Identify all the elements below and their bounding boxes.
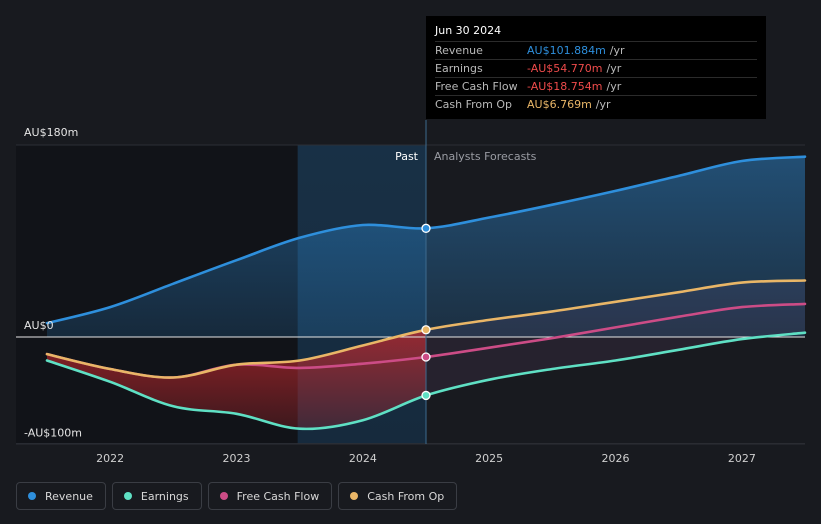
forecast-band	[426, 280, 805, 396]
tooltip-unit: /yr	[595, 98, 611, 111]
x-tick-label: 2026	[602, 452, 630, 465]
x-tick-label: 2024	[349, 452, 377, 465]
legend-item-free-cash-flow[interactable]: Free Cash Flow	[207, 482, 333, 510]
marker-free-cash-flow	[421, 352, 431, 362]
legend-item-earnings[interactable]: Earnings	[111, 482, 202, 510]
tooltip-value: -AU$18.754m	[527, 80, 603, 93]
tooltip-row-earnings: Earnings -AU$54.770m /yr	[435, 59, 757, 77]
x-tick-label: 2025	[475, 452, 503, 465]
tooltip-label: Revenue	[435, 44, 483, 57]
tooltip-value: -AU$54.770m	[527, 62, 603, 75]
legend-label: Cash From Op	[367, 489, 445, 503]
tooltip-label: Cash From Op	[435, 98, 513, 111]
series-line-cash-from-op	[45, 279, 807, 379]
y-tick-label: AU$180m	[24, 126, 78, 139]
legend-dot	[123, 492, 132, 500]
x-tick-label: 2027	[728, 452, 756, 465]
tooltip-row-cash-from-op: Cash From Op AU$6.769m /yr	[435, 95, 757, 113]
legend-label: Free Cash Flow	[236, 489, 320, 503]
legend-dot	[350, 492, 359, 500]
tooltip-label: Free Cash Flow	[435, 80, 518, 93]
legend-label: Revenue	[45, 489, 93, 503]
marker-revenue	[421, 223, 431, 233]
tooltip-value: AU$101.884m	[527, 44, 606, 57]
tooltip-unit: /yr	[606, 62, 622, 75]
x-tick-label: 2023	[223, 452, 251, 465]
hover-tooltip: Jun 30 2024 Revenue AU$101.884m /yr Earn…	[426, 16, 766, 119]
legend-item-revenue[interactable]: Revenue	[16, 482, 106, 510]
marker-cash-from-op	[421, 325, 431, 335]
marker-earnings	[421, 390, 431, 401]
forecast-label: Analysts Forecasts	[434, 150, 537, 163]
tooltip-label: Earnings	[435, 62, 483, 75]
legend-label: Earnings	[140, 489, 189, 503]
legend-item-cash-from-op[interactable]: Cash From Op	[338, 482, 458, 510]
y-tick-label: -AU$100m	[24, 427, 82, 440]
legend-dot	[28, 492, 36, 500]
tooltip-unit: /yr	[609, 44, 625, 57]
y-tick-label: AU$0	[24, 319, 54, 332]
tooltip-unit: /yr	[606, 80, 622, 93]
past-label: Past	[395, 150, 419, 163]
tooltip-value: AU$6.769m	[527, 98, 592, 111]
tooltip-date: Jun 30 2024	[435, 24, 502, 37]
legend-dot	[219, 492, 228, 500]
x-tick-label: 2022	[96, 452, 124, 465]
tooltip-row-revenue: Revenue AU$101.884m /yr	[435, 41, 757, 59]
chart-legend: Revenue Earnings Free Cash Flow Cash Fro…	[16, 482, 458, 510]
tooltip-row-free-cash-flow: Free Cash Flow -AU$18.754m /yr	[435, 77, 757, 95]
